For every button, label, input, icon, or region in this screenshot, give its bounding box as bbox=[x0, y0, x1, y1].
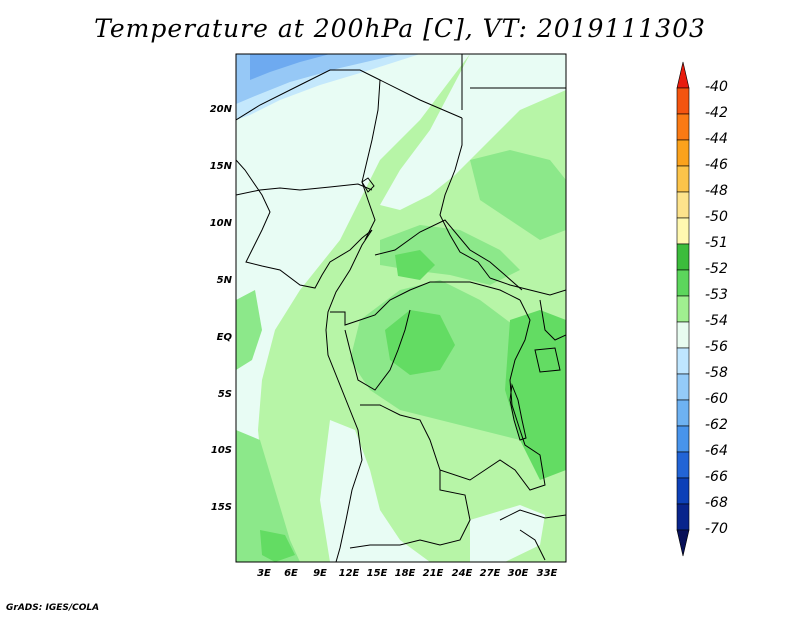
colorbar-label: -64 bbox=[705, 443, 728, 459]
lon-label-15e: 15E bbox=[366, 568, 388, 579]
colorbar-segment bbox=[676, 373, 690, 401]
colorbar-label: -53 bbox=[705, 287, 728, 303]
colorbar-segment bbox=[676, 425, 690, 453]
colorbar-segment bbox=[676, 503, 690, 531]
colorbar-segment bbox=[676, 451, 690, 479]
band-minus53-west bbox=[236, 290, 262, 370]
lon-label-18e: 18E bbox=[394, 568, 416, 579]
lon-label-27e: 27E bbox=[479, 568, 501, 579]
colorbar-label: -48 bbox=[705, 183, 728, 199]
colorbar-label: -60 bbox=[705, 391, 728, 407]
colorbar-label: -62 bbox=[705, 417, 728, 433]
colorbar-segment bbox=[676, 529, 690, 557]
border-angola-zambia bbox=[349, 470, 471, 549]
coastline-west-africa bbox=[236, 159, 373, 562]
colorbar-segment bbox=[676, 113, 690, 141]
border-great-lakes bbox=[534, 299, 566, 373]
colorbar-segment bbox=[676, 217, 690, 245]
lon-label-33e: 33E bbox=[536, 568, 558, 579]
colorbar-segment bbox=[676, 191, 690, 219]
band-minus60 bbox=[250, 54, 330, 80]
lon-label-9e: 9E bbox=[313, 568, 327, 579]
colorbar-segment bbox=[676, 87, 690, 115]
lat-label-eq: EQ bbox=[216, 332, 232, 343]
colorbar-label: -52 bbox=[705, 261, 728, 277]
colorbar-segment bbox=[676, 165, 690, 193]
lat-label-15s: 15S bbox=[210, 502, 232, 513]
border-sahel bbox=[236, 183, 373, 196]
colorbar-segment bbox=[676, 477, 690, 505]
colorbar-segment bbox=[676, 399, 690, 427]
border-chad-sudan bbox=[439, 118, 491, 279]
colorbar-label: -56 bbox=[705, 339, 728, 355]
band-minus52-east bbox=[505, 310, 566, 480]
colorbar bbox=[676, 61, 690, 557]
lon-label-12e: 12E bbox=[338, 568, 360, 579]
border-car bbox=[374, 219, 523, 291]
band-minus54-lake bbox=[470, 505, 545, 562]
border-east bbox=[489, 277, 566, 296]
lake-chad bbox=[361, 177, 375, 193]
lon-label-6e: 6E bbox=[284, 568, 298, 579]
boundaries bbox=[236, 54, 566, 562]
colorbar-label: -54 bbox=[705, 313, 728, 329]
chart-title: Temperature at 200hPa [C], VT: 201911130… bbox=[94, 14, 706, 43]
colorbar-label: -40 bbox=[705, 79, 728, 95]
band-minus54-west bbox=[236, 54, 470, 562]
colorbar-label: -44 bbox=[705, 131, 728, 147]
band-minus53-southwest bbox=[236, 430, 300, 562]
lon-label-21e: 21E bbox=[422, 568, 444, 579]
border-mozambique bbox=[499, 509, 566, 561]
band-minus54-east bbox=[380, 54, 566, 210]
lon-label-30e: 30E bbox=[507, 568, 529, 579]
lon-label-24e: 24E bbox=[451, 568, 473, 579]
lat-label-10n: 10N bbox=[209, 218, 232, 229]
colorbar-label: -46 bbox=[705, 157, 728, 173]
temperature-field bbox=[236, 54, 566, 562]
band-minus54-south bbox=[320, 420, 430, 562]
colorbar-label: -51 bbox=[705, 235, 728, 251]
border-cameroon-congo bbox=[330, 281, 521, 326]
colorbar-label: -50 bbox=[705, 209, 728, 225]
border-niger-chad bbox=[236, 69, 463, 121]
colorbar-segment bbox=[676, 61, 690, 89]
lat-label-10s: 10S bbox=[210, 445, 232, 456]
band-minus52-southwest bbox=[260, 530, 295, 562]
lon-label-3e: 3E bbox=[257, 568, 271, 579]
lat-label-15n: 15N bbox=[209, 161, 232, 172]
colorbar-segment bbox=[676, 295, 690, 323]
colorbar-label: -58 bbox=[705, 365, 728, 381]
map-frame bbox=[235, 53, 567, 563]
lat-label-5s: 5S bbox=[217, 389, 232, 400]
colorbar-label: -42 bbox=[705, 105, 728, 121]
colorbar-label: -68 bbox=[705, 495, 728, 511]
colorbar-segment bbox=[676, 243, 690, 271]
band-minus53-northeast bbox=[470, 150, 566, 240]
border-sudan-north bbox=[461, 54, 566, 110]
band-minus52-central bbox=[385, 310, 455, 375]
colorbar-label: -70 bbox=[705, 521, 728, 537]
footer-credit: GrADS: IGES/COLA bbox=[6, 603, 100, 613]
band-minus52-north bbox=[395, 250, 435, 280]
colorbar-segment bbox=[676, 269, 690, 297]
lat-label-5n: 5N bbox=[216, 275, 232, 286]
border-drc-east bbox=[360, 299, 546, 491]
colorbar-segment bbox=[676, 347, 690, 375]
lake-tanganyika bbox=[509, 383, 527, 441]
lat-label-20n: 20N bbox=[209, 104, 232, 115]
colorbar-segment bbox=[676, 139, 690, 167]
colorbar-label: -66 bbox=[705, 469, 728, 485]
border-congo-drc bbox=[344, 309, 411, 391]
colorbar-segment bbox=[676, 321, 690, 349]
